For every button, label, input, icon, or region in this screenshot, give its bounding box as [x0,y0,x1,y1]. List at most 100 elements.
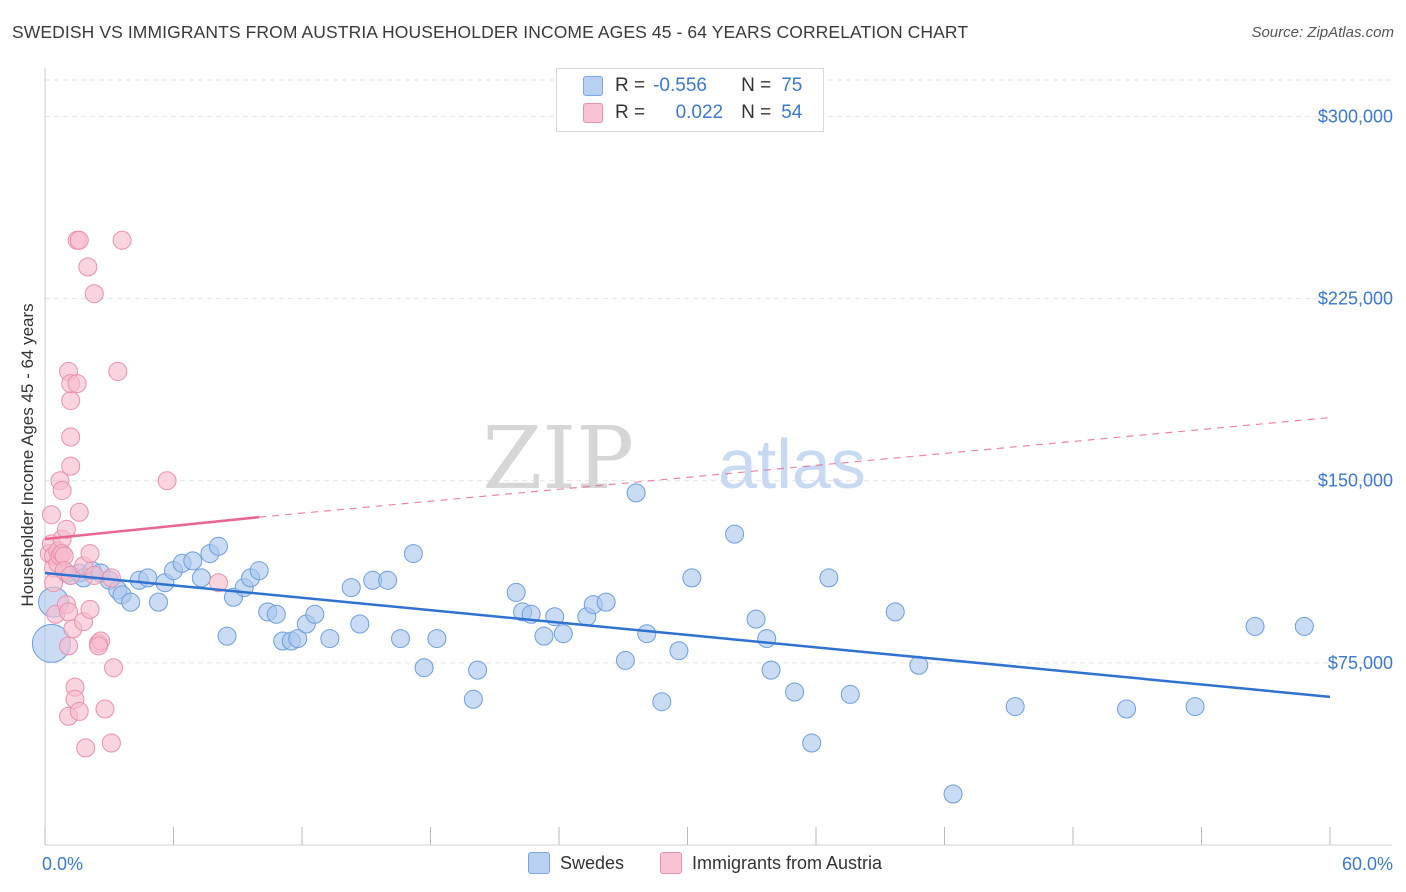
x-tick-label-max: 60.0% [1342,854,1393,874]
series-legend-austria[interactable]: Immigrants from Austria [660,852,882,874]
legend-n-label: N = [741,102,772,123]
point-swedes [669,641,689,661]
point-swedes [463,689,483,709]
chart-title: SWEDISH VS IMMIGRANTS FROM AUSTRIA HOUSE… [12,22,969,42]
point-austria [56,519,76,539]
point-swedes [1185,697,1205,717]
point-austria [52,480,72,500]
point-swedes [746,609,766,629]
point-austria [69,701,89,721]
point-swedes [506,582,526,602]
point-swedes [208,536,228,556]
point-swedes [761,660,781,680]
point-swedes [802,733,822,753]
point-swedes [403,544,423,564]
legend-swatch-pink [583,103,603,123]
point-swedes [391,629,411,649]
point-swedes [191,568,211,588]
point-austria [104,658,124,678]
point-austria [61,427,81,447]
x-tick-labels: 0.0% 60.0% [42,854,1393,874]
point-austria [101,733,121,753]
point-austria [69,502,89,522]
point-swedes [350,614,370,634]
legend-row-swedes: R = -0.556 N = 75 [557,73,802,99]
y-tick-label: $75,000 [1328,653,1393,673]
point-swedes [652,692,672,712]
point-swedes [414,658,434,678]
legend-n-value: 75 [781,75,803,96]
watermark-atlas: atlas [718,425,866,503]
point-swedes [341,578,361,598]
point-swedes [819,568,839,588]
point-swedes [249,561,269,581]
source-label: Source: ZipAtlas.com [1251,24,1394,41]
point-swedes [305,604,325,624]
swatch-swedes [528,852,550,874]
point-austria [84,284,104,304]
legend-swatch-blue [583,76,603,96]
point-swedes [121,592,141,612]
point-swedes [149,592,169,612]
point-swedes [637,624,657,644]
y-tick-label: $225,000 [1318,289,1393,309]
point-austria [41,505,61,525]
point-swedes [943,784,963,804]
point-austria [80,599,100,619]
legend-n-label: N = [741,75,772,96]
point-swedes [183,551,203,571]
point-austria [76,738,96,758]
point-austria [78,257,98,277]
point-swedes [757,629,777,649]
point-austria [108,361,128,381]
point-swedes [785,682,805,702]
legend-r-value: 0.022 [675,102,724,123]
point-swedes [1117,699,1137,719]
trend-line-swedes [44,571,1331,699]
y-axis-title: Householder Income Ages 45 - 64 years [18,303,37,607]
point-swedes [553,624,573,644]
x-tick-label-min: 0.0% [42,854,83,874]
watermark: ZIP atlas [482,409,865,509]
point-austria [67,374,87,394]
point-austria [84,565,104,585]
point-austria [95,699,115,719]
point-swedes [1005,697,1025,717]
data-points [31,230,1314,804]
legend-n-value: 54 [781,102,803,123]
point-swedes [378,570,398,590]
point-swedes [427,629,447,649]
point-swedes [840,684,860,704]
correlation-legend: R = -0.556 N = 75 R = 0.022 N = 54 [556,68,824,132]
point-swedes [885,602,905,622]
point-austria [61,391,81,411]
point-austria [69,230,89,250]
point-austria [61,456,81,476]
watermark-zip: ZIP [482,409,634,509]
point-swedes [682,568,702,588]
trend-lines [44,416,1331,699]
point-swedes [288,629,308,649]
point-swedes [468,660,488,680]
point-swedes [1245,616,1265,636]
series-legend-label: Immigrants from Austria [692,852,883,873]
y-tick-label: $150,000 [1318,471,1393,491]
point-austria [112,230,132,250]
point-swedes [725,524,745,544]
series-legend-label: Swedes [560,852,625,873]
point-swedes [626,483,646,503]
swatch-austria [660,852,682,874]
series-legend-swedes[interactable]: Swedes [528,852,624,874]
point-austria [89,636,109,656]
point-austria [80,544,100,564]
y-tick-label: $300,000 [1318,106,1393,126]
legend-r-label: R = [615,75,646,96]
point-swedes [266,604,286,624]
trend-line-austria-extended [259,416,1331,518]
point-swedes [615,650,635,670]
point-austria [157,471,177,491]
point-austria [208,573,228,593]
axes [44,68,1392,846]
series-legend: Swedes Immigrants from Austria [0,852,1406,878]
